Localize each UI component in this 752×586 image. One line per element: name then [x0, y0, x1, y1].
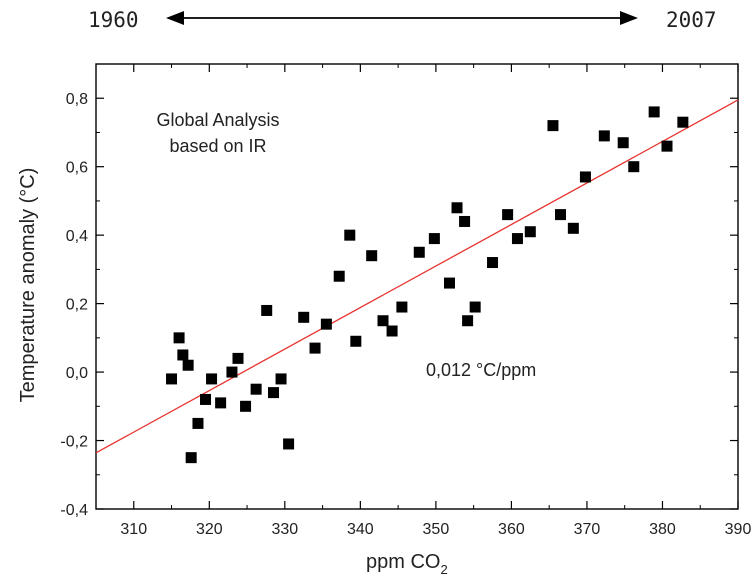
data-point: [275, 373, 287, 385]
y-axis-title: Temperature anomaly (°C): [17, 168, 39, 403]
data-point: [240, 400, 252, 412]
data-point: [451, 202, 463, 214]
data-point: [261, 304, 273, 316]
data-point: [443, 277, 455, 289]
annotation-line-2: based on IR: [169, 136, 266, 156]
x-tick-labels: 310 320 330 340 350 360 370 380 390: [120, 521, 751, 538]
data-point: [598, 130, 610, 142]
data-point: [579, 171, 591, 183]
data-point: [648, 106, 660, 118]
y-tick-label: 0,4: [66, 228, 88, 245]
data-point: [502, 209, 514, 221]
x-axis-title-subscript: 2: [440, 562, 447, 577]
data-point: [226, 366, 238, 378]
data-point: [320, 318, 332, 330]
data-point: [628, 161, 640, 173]
data-point: [298, 311, 310, 323]
slope-label: 0,012 °C/ppm: [426, 360, 536, 380]
data-point: [386, 325, 398, 337]
x-tick-label: 320: [196, 521, 223, 538]
y-tick-label: 0,8: [66, 91, 88, 108]
x-tick-label: 380: [649, 521, 676, 538]
x-tick-label: 350: [423, 521, 450, 538]
data-point: [511, 233, 523, 245]
data-point: [462, 315, 474, 327]
timeline-arrow: [166, 11, 638, 25]
data-point: [232, 352, 244, 364]
data-point: [283, 438, 295, 450]
x-tick-label: 360: [498, 521, 525, 538]
y-tick-label: -0,2: [60, 434, 88, 451]
y-tick-label: 0,0: [66, 365, 88, 382]
data-point: [567, 222, 579, 234]
data-point: [166, 373, 178, 385]
data-point: [413, 246, 425, 258]
data-point: [177, 349, 189, 361]
data-point: [661, 140, 673, 152]
x-axis-title: ppm CO2: [366, 551, 448, 577]
data-point: [396, 301, 408, 313]
data-point: [185, 452, 197, 464]
data-point: [344, 229, 356, 241]
data-point: [459, 215, 471, 227]
data-point: [192, 417, 204, 429]
x-tick-label: 330: [271, 521, 298, 538]
data-point: [182, 359, 194, 371]
x-axis-title-main: ppm CO: [366, 551, 440, 573]
data-point: [524, 226, 536, 238]
data-point: [487, 257, 499, 269]
data-point: [428, 233, 440, 245]
x-tick-label: 340: [347, 521, 374, 538]
y-tick-label: 0,6: [66, 160, 88, 177]
data-point: [547, 120, 559, 132]
data-point: [250, 383, 262, 395]
data-point: [200, 393, 212, 405]
x-tick-label: 370: [574, 521, 601, 538]
y-tick-label: 0,2: [66, 297, 88, 314]
data-point: [173, 332, 185, 344]
annotation-line-1: Global Analysis: [156, 110, 279, 130]
timeline-start-label: 1960: [88, 8, 139, 32]
data-point: [377, 315, 389, 327]
data-point: [309, 342, 321, 354]
data-point: [350, 335, 362, 347]
y-tick-labels: -0,4 -0,2 0,0 0,2 0,4 0,6 0,8: [60, 91, 88, 519]
data-point: [677, 116, 689, 128]
data-point: [469, 301, 481, 313]
y-tick-label: -0,4: [60, 502, 88, 519]
x-tick-label: 310: [120, 521, 147, 538]
data-point: [555, 209, 567, 221]
axis-ticks: [95, 64, 739, 510]
data-point: [267, 387, 279, 399]
timeline-end-label: 2007: [666, 8, 717, 32]
data-point: [206, 373, 218, 385]
data-point: [366, 250, 378, 262]
data-point: [617, 137, 629, 149]
plot-frame: [95, 63, 739, 510]
x-tick-label: 390: [725, 521, 752, 538]
data-point: [333, 270, 345, 282]
data-point: [215, 397, 227, 409]
data-points: [166, 106, 689, 464]
